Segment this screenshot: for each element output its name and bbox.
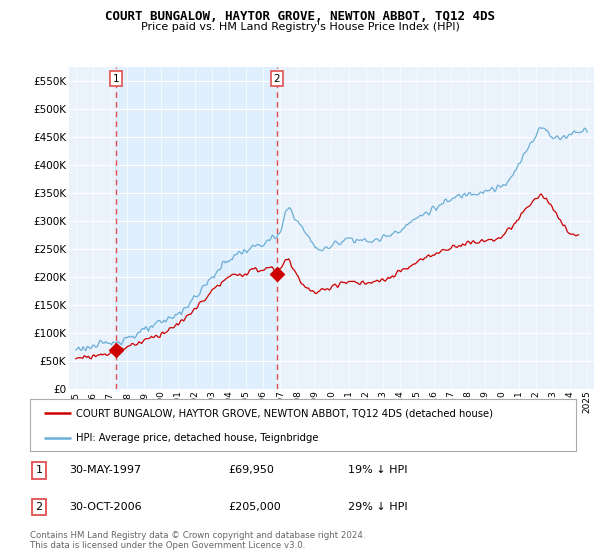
Text: HPI: Average price, detached house, Teignbridge: HPI: Average price, detached house, Teig… xyxy=(76,433,319,443)
Point xyxy=(112,346,121,354)
Text: £69,950: £69,950 xyxy=(228,465,274,475)
Text: £205,000: £205,000 xyxy=(228,502,281,512)
Text: 2: 2 xyxy=(274,73,280,83)
Text: Contains HM Land Registry data © Crown copyright and database right 2024.
This d: Contains HM Land Registry data © Crown c… xyxy=(30,531,365,550)
Text: COURT BUNGALOW, HAYTOR GROVE, NEWTON ABBOT, TQ12 4DS: COURT BUNGALOW, HAYTOR GROVE, NEWTON ABB… xyxy=(105,10,495,23)
Text: 29% ↓ HPI: 29% ↓ HPI xyxy=(348,502,407,512)
Point xyxy=(272,270,281,279)
Text: 30-MAY-1997: 30-MAY-1997 xyxy=(69,465,141,475)
Text: 1: 1 xyxy=(35,465,43,475)
Text: COURT BUNGALOW, HAYTOR GROVE, NEWTON ABBOT, TQ12 4DS (detached house): COURT BUNGALOW, HAYTOR GROVE, NEWTON ABB… xyxy=(76,408,493,418)
Text: 30-OCT-2006: 30-OCT-2006 xyxy=(69,502,142,512)
Text: Price paid vs. HM Land Registry's House Price Index (HPI): Price paid vs. HM Land Registry's House … xyxy=(140,22,460,32)
Bar xyxy=(116,67,277,389)
Text: 2: 2 xyxy=(35,502,43,512)
Text: 19% ↓ HPI: 19% ↓ HPI xyxy=(348,465,407,475)
Text: 1: 1 xyxy=(113,73,119,83)
